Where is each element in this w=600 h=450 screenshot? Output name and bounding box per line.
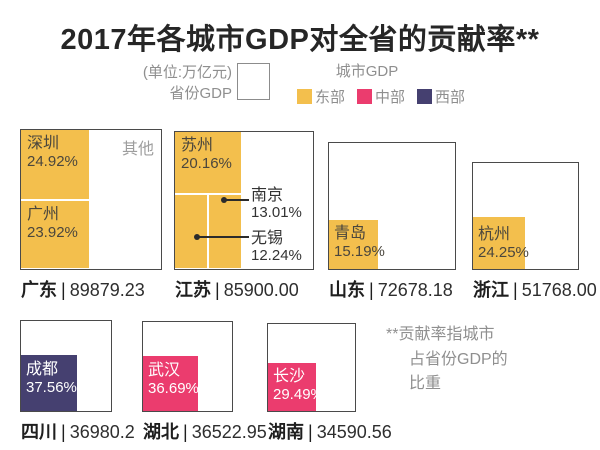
legend-region-east: 东部 [297,86,345,107]
city-pct: 20.16% [181,155,232,172]
city-pct: 24.25% [478,244,529,261]
province-gdp-value: 36980.2 [69,422,135,442]
province-name: 广东 [21,280,57,300]
label-separator: | [369,280,374,300]
city-block-changsha: 长沙 29.49% [268,363,324,411]
province-box-jiangsu: 苏州 20.16% 南京 13.01% 无锡 12.24% [174,131,314,270]
province-gdp-value: 85900.00 [223,280,299,300]
footnote-line: 比重 [409,375,442,392]
city-pct: 15.19% [334,243,385,260]
city-name: 成都 [26,361,59,378]
city-name: 杭州 [478,226,511,243]
province-name: 浙江 [473,280,509,300]
city-name: 深圳 [27,135,60,152]
city-pct: 12.24% [251,247,302,264]
city-name: 武汉 [148,362,181,379]
province-label-guangdong: 广东 | 89879.23 [21,276,145,302]
city-name: 广州 [27,206,60,223]
wuxi-callout: 无锡 12.24% [251,230,302,264]
city-name: 南京 [251,187,284,204]
city-block-nanjing [209,195,241,268]
wuxi-leader-line [198,236,249,238]
province-box-shandong: 青岛 15.19% [328,142,456,270]
province-gdp-value: 72678.18 [377,280,453,300]
province-name: 江苏 [175,280,211,300]
city-block-suzhou: 苏州 20.16% [175,132,241,193]
province-label-sichuan: 四川 | 36980.2 [21,418,135,444]
city-block-qingdao: 青岛 15.19% [329,220,385,269]
others-label: 其他 [121,141,154,158]
footnote: **贡献率指城市 占省份GDP的 比重 [386,323,551,397]
province-label-hubei: 湖北 | 36522.95 [143,418,267,444]
province-gdp-value: 51768.00 [521,280,597,300]
nanjing-leader-line [225,199,249,201]
province-name: 山东 [329,280,365,300]
city-block-shenzhen: 深圳 24.92% [21,130,89,199]
city-name: 长沙 [273,368,306,385]
legend-province-gdp-label: 省份GDP [169,85,232,102]
legend-city-gdp-label: 城市GDP [335,63,399,80]
legend-region-central-label: 中部 [375,89,406,106]
legend-unit-label: (单位:万亿元) [142,64,232,81]
province-gdp-value: 36522.95 [191,422,267,442]
province-box-hubei: 武汉 36.69% [142,321,233,412]
label-separator: | [61,422,66,442]
province-name: 湖北 [143,422,179,442]
page-title: 2017年各城市GDP对全省的贡献率** [60,24,540,56]
province-label-shandong: 山东 | 72678.18 [329,276,453,302]
nanjing-leader-dot [221,197,227,203]
province-label-jiangsu: 江苏 | 85900.00 [175,276,299,302]
footnote-line: **贡献率指城市 [386,326,495,343]
city-block-wuxi [175,195,207,268]
province-label-zhejiang: 浙江 | 51768.00 [473,276,597,302]
label-separator: | [215,280,220,300]
nanjing-callout: 南京 13.01% [251,187,302,221]
city-block-hangzhou: 杭州 24.25% [473,217,529,269]
city-name: 苏州 [181,137,214,154]
city-pct: 36.69% [148,380,199,397]
footnote-line: 占省份GDP的 [409,350,508,368]
city-block-guangzhou: 广州 23.92% [21,201,89,268]
province-box-sichuan: 成都 37.56% [20,320,112,412]
west-color-swatch [417,89,433,104]
city-pct: 29.49% [273,386,324,403]
wuxi-leader-dot [194,234,200,240]
province-gdp-value: 89879.23 [69,280,145,300]
legend-province-gdp: (单位:万亿元) 省份GDP [110,62,232,104]
city-pct: 13.01% [251,204,302,221]
label-separator: | [61,280,66,300]
province-box-guangdong: 深圳 24.92% 广州 23.92% 其他 [20,129,162,270]
city-pct: 37.56% [26,379,77,396]
legend-region-central: 中部 [357,86,405,107]
province-box-zhejiang: 杭州 24.25% [472,162,579,270]
province-gdp-value: 34590.56 [316,422,392,442]
province-box-hunan: 长沙 29.49% [267,323,356,412]
city-block-chengdu: 成都 37.56% [21,355,77,411]
province-name: 湖南 [268,422,304,442]
legend-region-west: 西部 [417,86,465,107]
city-name: 青岛 [334,225,367,242]
city-block-wuhan: 武汉 36.69% [143,356,199,411]
label-separator: | [308,422,313,442]
province-label-hunan: 湖南 | 34590.56 [268,418,392,444]
city-pct: 24.92% [27,153,78,170]
legend-regions: 东部 中部 西部 [297,86,465,107]
legend-region-east-label: 东部 [315,89,346,106]
label-separator: | [183,422,188,442]
province-gdp-swatch [237,63,270,100]
city-name: 无锡 [251,230,284,247]
east-color-swatch [297,89,312,104]
city-pct: 23.92% [27,224,78,241]
label-separator: | [513,280,518,300]
legend-region-west-label: 西部 [435,89,466,106]
province-name: 四川 [21,422,57,442]
central-color-swatch [357,89,373,104]
